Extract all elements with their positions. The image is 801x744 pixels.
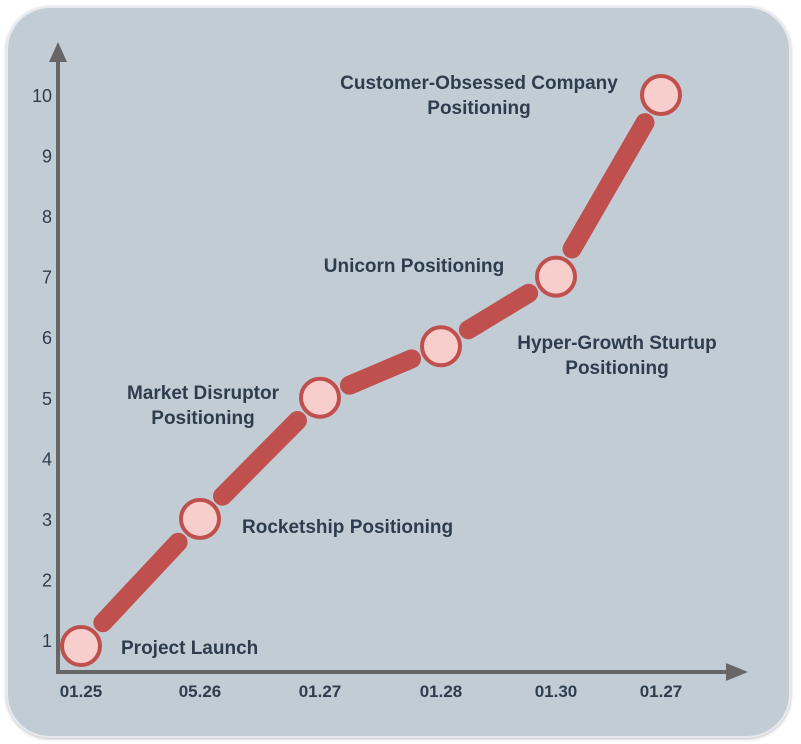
milestone-label: Project Launch (121, 638, 258, 659)
y-tick-label: 7 (42, 268, 52, 288)
y-tick-label: 6 (42, 328, 52, 348)
y-tick-label: 5 (42, 389, 52, 409)
x-tick-label: 01.25 (60, 682, 103, 701)
series-segment (458, 283, 539, 340)
milestone-label: Hyper-Growth Sturtup Positioning (517, 333, 717, 379)
milestone-label-line: Unicorn Positioning (324, 256, 505, 277)
milestone-label-line: Market Disruptor (127, 383, 280, 404)
milestone-label: Unicorn Positioning (324, 256, 505, 277)
milestone-label-line: Project Launch (121, 638, 258, 659)
milestone-label: Market Disruptor Positioning (127, 383, 280, 429)
x-tick-label: 05.26 (179, 682, 222, 701)
x-tick-label: 01.30 (535, 682, 578, 701)
y-tick-label: 2 (42, 570, 52, 590)
milestone-label-line: Positioning (565, 358, 668, 379)
milestone-label-line: Hyper-Growth Sturtup (517, 333, 717, 354)
x-axis-arrow-icon (726, 663, 748, 681)
x-tick-label: 01.28 (420, 682, 463, 701)
x-tick-label: 01.27 (299, 682, 342, 701)
series-segment (339, 349, 422, 395)
x-tick-label: 01.27 (640, 682, 683, 701)
series-segment (562, 113, 655, 259)
data-point (535, 255, 577, 298)
y-tick-label: 8 (42, 207, 52, 227)
milestone-label-line: Customer-Obsessed Company (340, 73, 618, 94)
series-segment (93, 532, 188, 633)
y-tick-label: 3 (42, 510, 52, 530)
y-tick-label: 4 (42, 449, 52, 469)
data-point (60, 625, 102, 668)
data-point (640, 74, 682, 116)
data-point (179, 497, 221, 540)
milestone-label: Customer-Obsessed Company Positioning (340, 73, 618, 119)
y-tick-label: 10 (32, 86, 52, 106)
milestone-label-line: Positioning (427, 98, 530, 119)
y-tick-label: 9 (42, 147, 52, 167)
y-axis-arrow-icon (49, 42, 67, 62)
milestone-label-line: Rocketship Positioning (242, 517, 453, 538)
series-segment (213, 411, 307, 506)
y-tick-label: 1 (42, 631, 52, 651)
data-point (420, 325, 462, 368)
milestone-label-line: Positioning (151, 408, 254, 429)
milestone-label: Rocketship Positioning (242, 517, 453, 538)
data-point (299, 376, 341, 419)
